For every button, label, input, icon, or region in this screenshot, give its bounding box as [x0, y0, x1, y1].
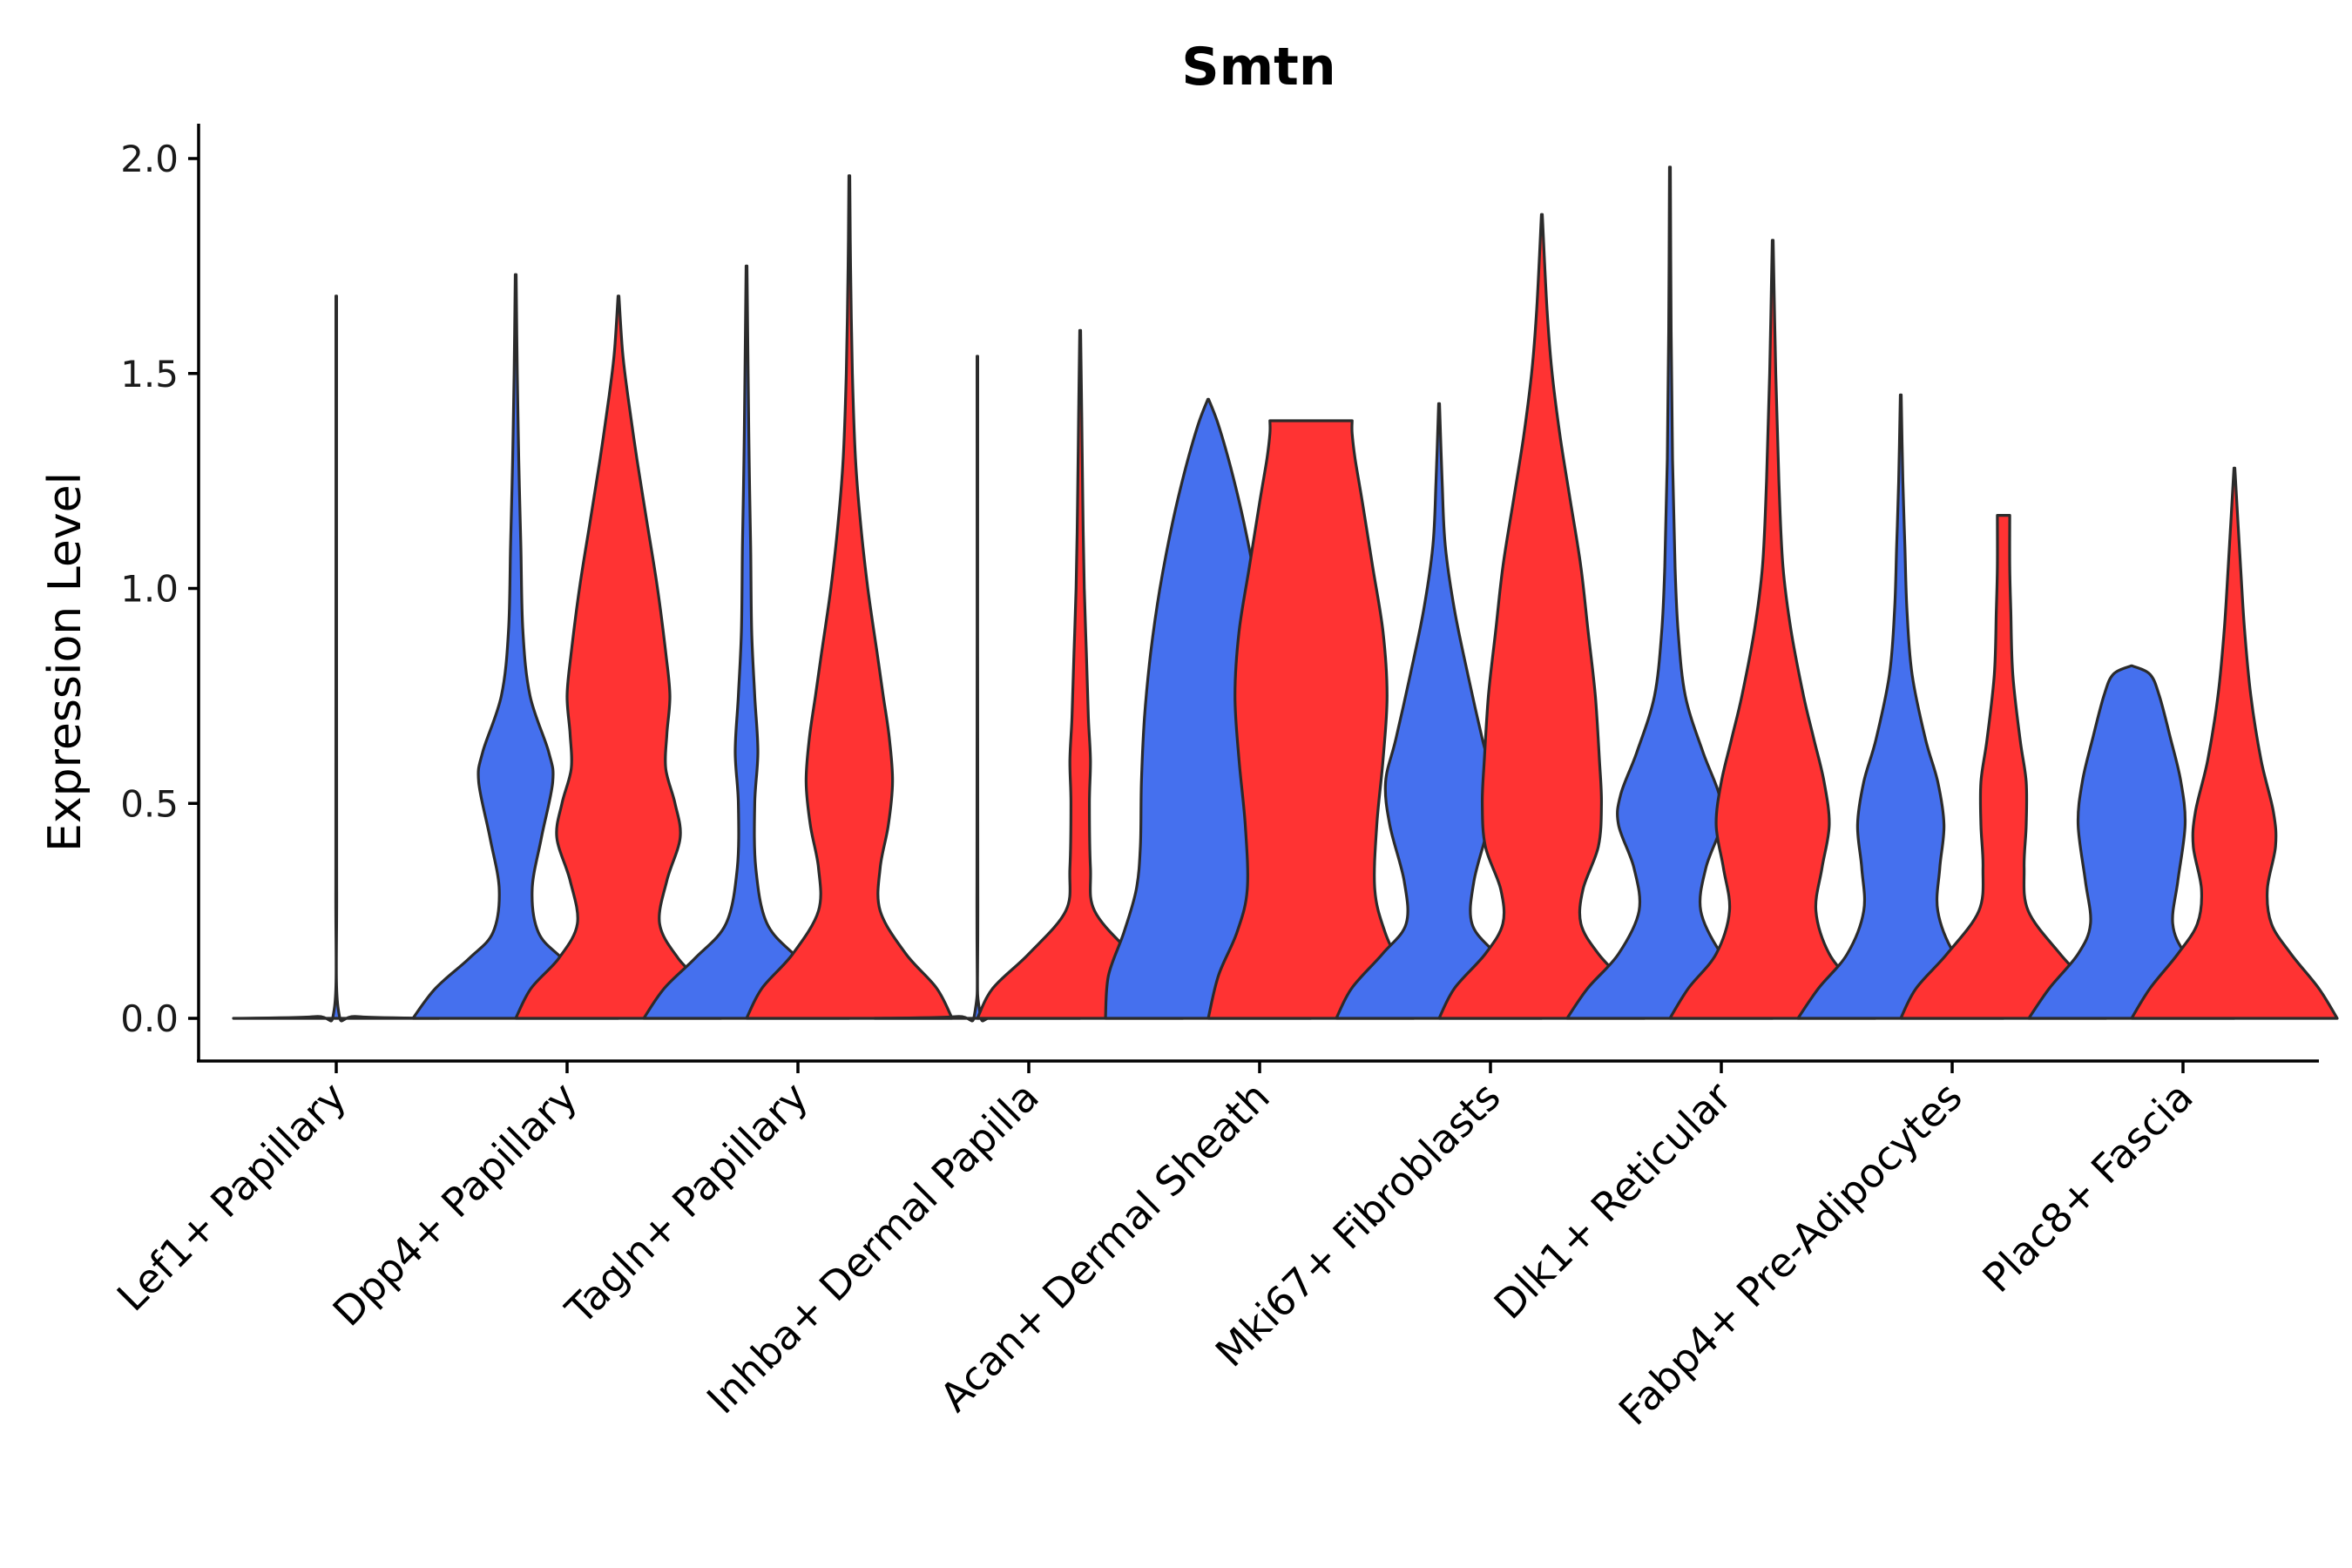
violin-fabp4-pre-adipocytes-group2 — [1899, 514, 2108, 1020]
violin-layer — [232, 166, 2339, 1023]
x-tick-label-plac8-fascia: Plac8+ Fascia — [1973, 1073, 2201, 1301]
x-tick-label-dlk1-reticular: Dlk1+ Reticular — [1485, 1073, 1740, 1328]
violin-mki67-fibroblasts-group1 — [1335, 402, 1544, 1020]
violin-tagln-papillary-group1 — [642, 264, 851, 1020]
x-tick-label-dpp4-papillary: Dpp4+ Papillary — [324, 1073, 586, 1335]
y-tick-label: 2.0 — [120, 138, 179, 180]
violin-dlk1-reticular-group2 — [1668, 239, 1877, 1020]
violin-tagln-papillary-group2 — [745, 174, 954, 1020]
violin-dpp4-papillary-group2 — [514, 294, 723, 1020]
violin-inhba-dermal-papilla-group1 — [873, 355, 1082, 1023]
y-axis-ticks: 0.0 0.5 1.0 1.5 2.0 — [120, 138, 199, 1040]
violin-lef1-papillary-group1 — [232, 294, 441, 1023]
y-tick-label: 0.5 — [120, 782, 179, 825]
y-axis-label: Expression Level — [39, 472, 91, 852]
violin-inhba-dermal-papilla-group2 — [976, 328, 1185, 1020]
violin-plac8-fascia-group1 — [2027, 664, 2236, 1020]
y-tick-label: 1.5 — [120, 353, 179, 395]
chart-title: Smtn — [1181, 37, 1335, 98]
y-tick-label: 0.0 — [120, 997, 179, 1040]
violin-fabp4-pre-adipocytes-group1 — [1796, 393, 2005, 1020]
violin-acan-dermal-sheath-group2 — [1206, 419, 1416, 1020]
violin-dpp4-papillary-group1 — [411, 273, 620, 1020]
violin-plac8-fascia-group2 — [2130, 466, 2339, 1020]
x-tick-label-lef1-papillary: Lef1+ Papillary — [108, 1073, 355, 1321]
x-tick-label-tagln-papillary: Tagln+ Papillary — [556, 1073, 817, 1335]
violin-mki67-fibroblasts-group2 — [1437, 213, 1646, 1020]
y-tick-label: 1.0 — [120, 568, 179, 611]
